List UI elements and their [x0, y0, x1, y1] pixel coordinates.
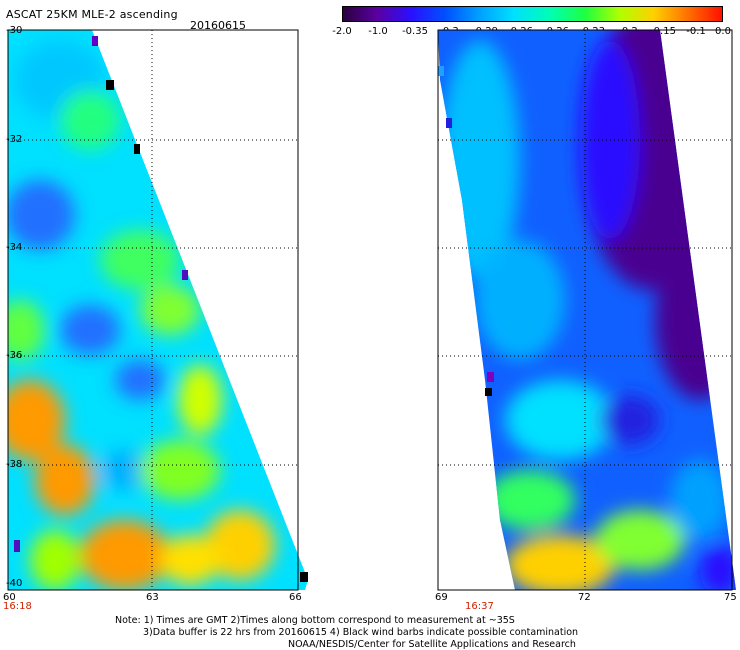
product-date: 20160615 [190, 19, 246, 32]
note-line-2: 3)Data buffer is 22 hrs from 20160615 4)… [143, 627, 579, 638]
lat-label: -32 [6, 134, 23, 145]
lon-label: 69 [435, 592, 448, 603]
note-line-3: NOAA/NESDIS/Center for Satellite Applica… [288, 639, 576, 650]
product-title: ASCAT 25KM MLE-2 ascending [6, 8, 178, 21]
note-line-1: Note: 1) Times are GMT 2)Times along bot… [115, 615, 515, 626]
lon-label: 75 [724, 592, 737, 603]
lon-label: 60 [3, 592, 16, 603]
left-panel-frame [7, 29, 299, 591]
lat-label: -40 [6, 578, 23, 589]
right-swath-edge [438, 66, 494, 396]
left-pass-time: 16:18 [3, 601, 32, 612]
colorbar-label: 0.0 [715, 26, 731, 37]
colorbar-label: -2.0 [332, 26, 352, 37]
lat-label: -36 [6, 350, 23, 361]
left-swath-edge [14, 36, 308, 582]
colorbar-label: -0.1 [686, 26, 706, 37]
left-swath [8, 30, 308, 590]
colorbar-label: -0.35 [402, 26, 428, 37]
lon-label: 63 [146, 592, 159, 603]
colorbar-label: -0.15 [650, 26, 676, 37]
right-pass-time: 16:37 [465, 601, 494, 612]
lat-label: -38 [6, 459, 23, 470]
colorbar [342, 6, 723, 22]
graticule [8, 30, 732, 590]
lat-label: -34 [6, 242, 23, 253]
lon-label: 72 [578, 592, 591, 603]
colorbar-label: -1.0 [368, 26, 388, 37]
lon-label: 66 [289, 592, 302, 603]
lat-label: -30 [6, 25, 23, 36]
